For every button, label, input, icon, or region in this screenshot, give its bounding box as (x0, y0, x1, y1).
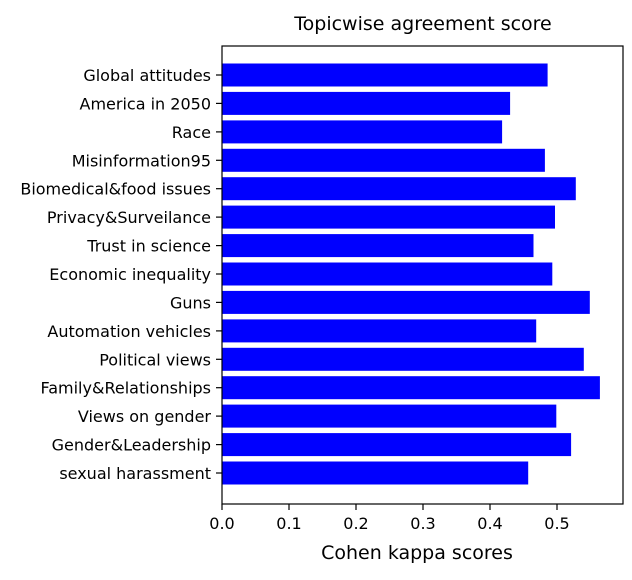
bar (222, 63, 548, 87)
bar (222, 120, 503, 144)
bar (222, 433, 572, 457)
chart-title: Topicwise agreement score (293, 13, 552, 35)
bar (222, 177, 576, 201)
y-tick-label: Economic inequality (49, 265, 211, 284)
y-tick-label: Family&Relationships (40, 379, 211, 398)
bar (222, 376, 600, 400)
bar (222, 404, 557, 428)
x-tick-label: 0.3 (410, 514, 435, 533)
bars-group (222, 63, 600, 485)
bar (222, 461, 529, 485)
x-tick-label: 0.1 (276, 514, 301, 533)
y-tick-label: Global attitudes (83, 66, 211, 85)
y-tick-label: Biomedical&food issues (20, 180, 211, 199)
y-tick-label: Guns (170, 293, 211, 312)
bar (222, 234, 534, 258)
bar (222, 205, 555, 229)
y-tick-label: Race (172, 123, 211, 142)
y-tick-label: Misinformation95 (72, 151, 211, 170)
bar (222, 148, 545, 172)
plot-frame (221, 45, 624, 505)
bar (222, 262, 553, 286)
y-tick-label: Political views (99, 350, 211, 369)
x-axis-label: Cohen kappa scores (321, 542, 513, 564)
y-tick-label: Privacy&Surveilance (47, 208, 211, 227)
x-axis: 0.0 0.1 0.2 0.3 0.4 0.5 (209, 504, 570, 533)
x-tick-label: 0.0 (209, 514, 234, 533)
x-tick-label: 0.4 (477, 514, 502, 533)
y-tick-label: Trust in science (86, 237, 211, 256)
y-axis: Global attitudes America in 2050 Race Misin… (20, 66, 222, 483)
y-tick-label: America in 2050 (80, 94, 211, 113)
bar (222, 91, 511, 115)
bar (222, 319, 537, 343)
y-tick-label: Views on gender (78, 407, 212, 426)
y-tick-label: sexual harassment (59, 464, 211, 483)
x-tick-label: 0.2 (343, 514, 368, 533)
y-tick-label: Gender&Leadership (52, 436, 211, 455)
x-tick-label: 0.5 (544, 514, 569, 533)
bar (222, 290, 590, 314)
y-tick-label: Automation vehicles (47, 322, 211, 341)
bar (222, 347, 584, 371)
